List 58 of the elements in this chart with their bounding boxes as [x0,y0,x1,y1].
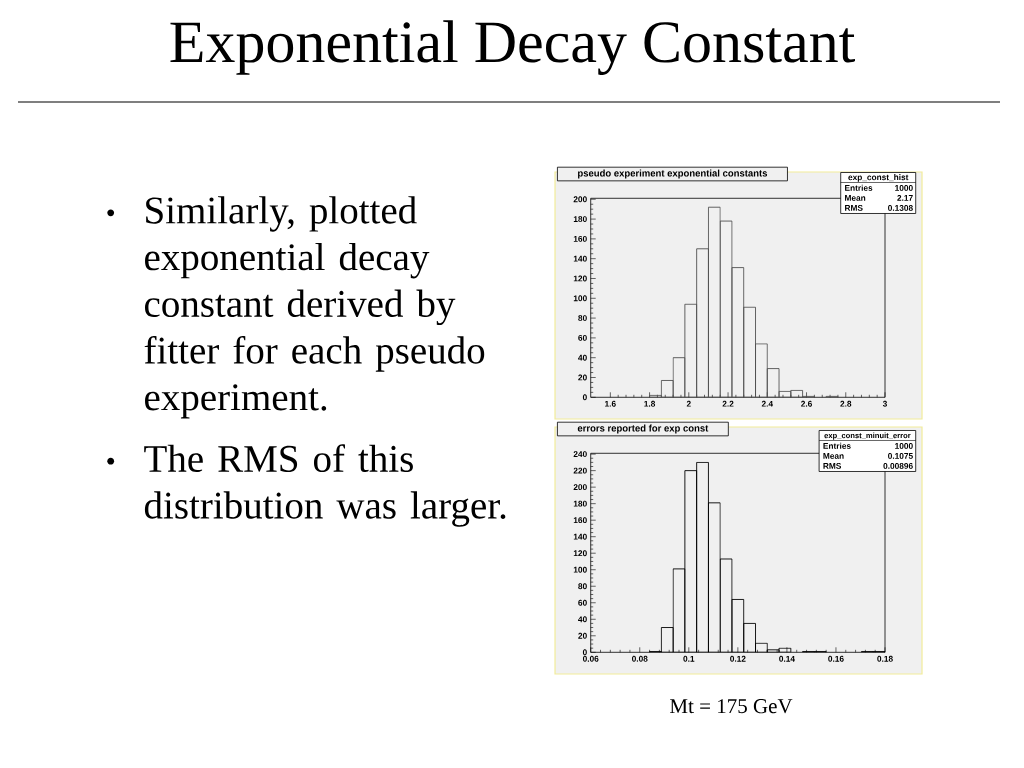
y-tick-label: 180 [573,216,587,223]
x-tick-label: 0.12 [730,655,746,662]
y-tick-label: 40 [578,354,587,361]
x-tick-label: 0.18 [877,655,893,662]
y-tick-label: 20 [578,374,587,381]
text: The RMS of this distribution was larger. [144,444,506,527]
text: 0.1308 [888,205,913,211]
text: 1000 [895,185,913,191]
x-tick-label: 0.08 [632,655,648,662]
text: Exponential Decay Constant [170,20,855,75]
y-tick-label: 100 [573,295,587,302]
x-tick-label: 1.6 [605,400,616,407]
text: 1000 [895,443,913,449]
y-tick-label: 60 [578,334,587,341]
x-tick-label: 2.8 [840,400,852,407]
text: Entries [845,184,873,191]
annotation: 0.00896 [883,463,913,469]
chart-title: errors reported for exp const [577,424,709,434]
y-tick-label: 140 [573,533,587,540]
text: Similarly, plotted exponential decay constant derived by fitter for each pseudo experiment. [144,196,485,419]
y-tick-label: 220 [573,467,587,474]
x-tick-label: 2.6 [801,400,812,407]
x-tick-label: 0.06 [582,655,599,662]
y-tick-label: 60 [578,599,587,606]
y-tick-label: 160 [573,517,587,524]
annotation: RMS [823,463,842,469]
annotation: Mean [823,453,844,459]
text: Mt = 175 GeV [670,699,793,714]
y-tick-label: 140 [573,255,587,262]
y-tick-label: 180 [573,500,587,507]
x-tick-label: 0.16 [828,655,844,662]
annotation: Mean [845,195,866,201]
y-tick-label: 200 [573,196,587,203]
y-tick-label: 240 [573,451,587,458]
text: 2.17 [897,195,913,201]
chart-title: pseudo experiment exponential constants [578,169,768,179]
y-tick-label: 100 [573,566,587,573]
x-tick-label: 3 [882,400,888,407]
y-tick-label: 0 [582,649,587,656]
text: exp_const_hist [848,174,909,182]
x-tick-label: 0.14 [779,655,795,662]
x-tick-label: 2 [686,400,691,407]
x-tick-label: 0.1 [683,655,695,662]
x-tick-label: 1.8 [644,400,656,407]
y-tick-label: 160 [573,235,587,242]
y-tick-label: 120 [573,275,587,282]
y-tick-label: 80 [578,315,587,322]
text: Entries [823,442,851,449]
y-tick-label: 200 [573,484,587,491]
y-tick-label: 20 [578,632,587,639]
x-tick-label: 2.4 [761,400,774,407]
y-tick-label: 0 [582,394,587,401]
annotation: RMS [845,205,863,211]
y-tick-label: 80 [578,583,587,590]
y-tick-label: 40 [578,616,587,623]
text: 0.1075 [888,453,913,459]
x-tick-label: 2.2 [722,400,734,407]
y-tick-label: 120 [573,550,587,557]
